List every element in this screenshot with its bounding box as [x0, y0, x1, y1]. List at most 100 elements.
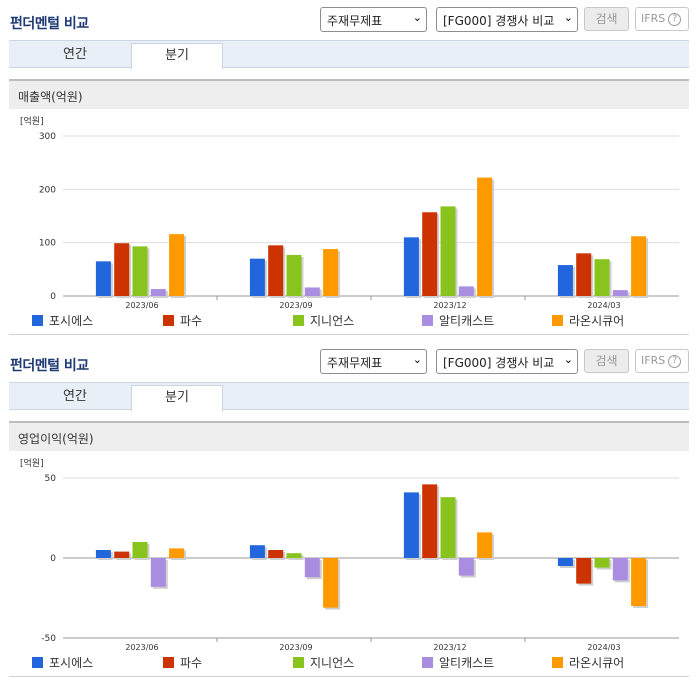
period-tabs: 연간 분기: [9, 40, 689, 70]
legend-item[interactable]: 파수: [163, 654, 202, 671]
tab-annual[interactable]: 연간: [63, 389, 87, 404]
metric-label-bar: 매출액(억원): [9, 79, 689, 109]
statement-select-value: 주재무제표: [327, 356, 383, 370]
bar-포시에스: [557, 265, 573, 296]
statement-select-value: 주재무제표: [327, 14, 383, 28]
y-unit-label: [억원]: [20, 457, 44, 469]
bar-파수: [114, 243, 130, 296]
ifrs-button[interactable]: IFRS?: [635, 7, 689, 31]
compare-select[interactable]: [FG000] 경쟁사 비교 ⌄: [436, 7, 578, 32]
chevron-down-icon: ⌄: [563, 353, 573, 366]
bar-라온시큐어: [477, 532, 493, 558]
bar-지니언스: [594, 259, 610, 296]
bar-알티캐스트: [304, 558, 320, 578]
bar-알티캐스트: [458, 286, 474, 296]
legend-item[interactable]: 알티캐스트: [422, 312, 494, 329]
legend-label: 라온시큐어: [569, 314, 625, 328]
legend-swatch: [163, 657, 174, 668]
legend-item[interactable]: 포시에스: [32, 654, 93, 671]
legend-label: 알티캐스트: [439, 656, 495, 670]
bar-포시에스: [557, 558, 573, 566]
tab-quarterly[interactable]: 분기: [131, 385, 223, 412]
bar-포시에스: [249, 258, 265, 296]
section-header: 펀더멘털 비교 주재무제표 ⌄ [FG000] 경쟁사 비교 ⌄ 검색 IFRS…: [0, 342, 696, 378]
compare-select-value: [FG000] 경쟁사 비교: [443, 14, 555, 28]
x-tick-label: 2023/12: [433, 643, 466, 652]
x-tick-label: 2023/06: [125, 643, 158, 652]
search-button[interactable]: 검색: [584, 7, 629, 31]
chevron-down-icon: ⌄: [563, 11, 573, 24]
chart-legend: 포시에스 파수 지니언스 알티캐스트 라온시큐어: [0, 654, 696, 672]
fundamental-section-2: 펀더멘털 비교 주재무제표 ⌄ [FG000] 경쟁사 비교 ⌄ 검색 IFRS…: [0, 342, 696, 684]
legend-label: 지니언스: [310, 656, 355, 670]
search-button[interactable]: 검색: [584, 349, 629, 373]
bar-라온시큐어: [631, 558, 647, 606]
fundamental-section-1: 펀더멘털 비교 주재무제표 ⌄ [FG000] 경쟁사 비교 ⌄ 검색 IFRS…: [0, 0, 696, 335]
bar-지니언스: [286, 254, 302, 296]
section-header: 펀더멘털 비교 주재무제표 ⌄ [FG000] 경쟁사 비교 ⌄ 검색 IFRS…: [0, 0, 696, 36]
legend-label: 포시에스: [49, 314, 94, 328]
statement-select[interactable]: 주재무제표 ⌄: [320, 349, 427, 374]
compare-select[interactable]: [FG000] 경쟁사 비교 ⌄: [436, 349, 578, 374]
metric-label: 매출액(억원): [18, 90, 83, 104]
bar-파수: [422, 484, 438, 558]
bar-알티캐스트: [612, 558, 628, 581]
y-tick-label: 300: [39, 132, 56, 142]
bar-포시에스: [403, 237, 419, 296]
legend-swatch: [32, 657, 43, 668]
chart-legend: 포시에스 파수 지니언스 알티캐스트 라온시큐어: [0, 312, 696, 330]
bar-포시에스: [95, 550, 111, 558]
legend-swatch: [552, 315, 563, 326]
statement-select[interactable]: 주재무제표 ⌄: [320, 7, 427, 32]
legend-item[interactable]: 지니언스: [293, 654, 354, 671]
bar-포시에스: [403, 492, 419, 558]
revenue-chart: [억원] 0 100 200 300 2023/06 2023/09 2023/12 2024/…: [20, 115, 679, 310]
tab-quarterly[interactable]: 분기: [131, 43, 223, 70]
operating-profit-chart: [억원] -50 0 50 2023/06 2023/09 2023/12 2024/03: [20, 457, 679, 652]
legend-label: 지니언스: [310, 314, 355, 328]
y-tick-label: 0: [50, 554, 56, 564]
bar-알티캐스트: [612, 290, 628, 296]
bar-라온시큐어: [323, 249, 339, 296]
chevron-down-icon: ⌄: [412, 353, 422, 366]
y-tick-label: 100: [39, 239, 56, 249]
divider: [9, 676, 689, 677]
bar-파수: [268, 245, 284, 296]
legend-label: 파수: [180, 314, 203, 328]
legend-item[interactable]: 알티캐스트: [422, 654, 494, 671]
legend-swatch: [422, 657, 433, 668]
legend-label: 라온시큐어: [569, 656, 625, 670]
x-tick-label: 2024/03: [587, 643, 620, 652]
bar-지니언스: [440, 497, 456, 558]
x-tick-label: 2023/06: [125, 301, 158, 310]
bar-라온시큐어: [169, 234, 185, 296]
help-icon[interactable]: ?: [668, 355, 682, 368]
x-tick-label: 2023/09: [279, 301, 312, 310]
section-title: 펀더멘털 비교: [10, 16, 89, 32]
help-icon[interactable]: ?: [668, 13, 682, 26]
bar-라온시큐어: [169, 548, 185, 558]
y-tick-label: 0: [50, 292, 56, 302]
y-tick-label: 50: [45, 474, 57, 484]
legend-item[interactable]: 파수: [163, 312, 202, 329]
bar-지니언스: [286, 553, 302, 558]
bar-파수: [576, 253, 592, 296]
bar-알티캐스트: [150, 558, 166, 587]
y-tick-label: -50: [41, 634, 56, 644]
tab-annual[interactable]: 연간: [63, 47, 87, 62]
metric-label: 영업이익(억원): [18, 432, 94, 446]
bar-라온시큐어: [477, 177, 493, 296]
bar-포시에스: [95, 261, 111, 296]
ifrs-button[interactable]: IFRS?: [635, 349, 689, 373]
metric-label-bar: 영업이익(억원): [9, 421, 689, 451]
period-tabs: 연간 분기: [9, 382, 689, 412]
legend-swatch: [293, 315, 304, 326]
legend-swatch: [32, 315, 43, 326]
bar-지니언스: [440, 206, 456, 296]
section-title: 펀더멘털 비교: [10, 358, 89, 374]
legend-label: 포시에스: [49, 656, 94, 670]
legend-item[interactable]: 라온시큐어: [552, 312, 624, 329]
legend-item[interactable]: 라온시큐어: [552, 654, 624, 671]
legend-item[interactable]: 포시에스: [32, 312, 93, 329]
legend-item[interactable]: 지니언스: [293, 312, 354, 329]
